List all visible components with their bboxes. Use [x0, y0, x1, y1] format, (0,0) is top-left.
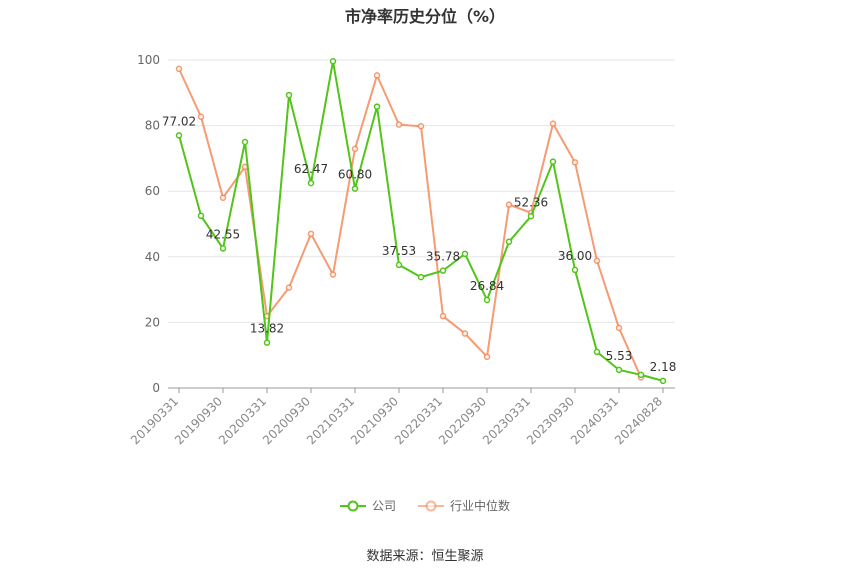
point-industry-median	[285, 284, 293, 291]
data-label: 2.18	[650, 360, 677, 374]
y-tick-label: 60	[145, 184, 160, 198]
point-company	[219, 245, 227, 252]
point-industry-median	[175, 65, 183, 73]
chart-title: 市净率历史分位（%）	[344, 7, 506, 26]
data-label: 42.55	[206, 227, 240, 241]
point-industry-median	[417, 123, 425, 130]
data-label: 13.82	[250, 322, 284, 336]
point-company	[637, 371, 645, 379]
series-layer	[175, 58, 667, 385]
point-industry-median	[593, 257, 601, 264]
data-label: 5.53	[606, 349, 633, 363]
legend-label-company: 公司	[371, 499, 396, 513]
legend-company-marker	[339, 500, 366, 511]
y-tick-label: 100	[137, 53, 160, 67]
point-industry-median	[395, 121, 403, 128]
point-company	[241, 138, 249, 146]
point-company	[329, 58, 337, 65]
data-label: 26.84	[470, 279, 504, 293]
point-company	[549, 158, 557, 165]
point-company	[593, 348, 601, 356]
point-company	[263, 339, 271, 346]
line-chart: 0204060801002019033120190930202003312020…	[128, 53, 677, 447]
point-company	[615, 366, 623, 374]
point-industry-median	[549, 120, 557, 127]
series-line-industry-median	[178, 68, 642, 378]
point-industry-median	[439, 312, 447, 320]
source-note: 数据来源：恒生聚源	[366, 549, 484, 564]
data-label: 52.36	[514, 195, 548, 209]
point-industry-median	[615, 324, 623, 332]
legend-item-company[interactable]: 公司	[339, 497, 396, 514]
grid-layer	[168, 59, 675, 323]
point-industry-median	[461, 330, 469, 337]
point-industry-median	[307, 230, 315, 238]
point-industry-median	[571, 159, 579, 166]
legend-label-industry-median: 行业中位数	[450, 499, 511, 513]
point-industry-median	[197, 113, 205, 120]
data-label: 62.47	[294, 162, 328, 176]
point-company	[659, 377, 667, 385]
point-company	[483, 296, 491, 304]
point-company	[175, 132, 183, 139]
data-label: 36.00	[558, 249, 592, 263]
legend: 公司 行业中位数	[0, 497, 850, 514]
y-tick-label: 20	[145, 315, 160, 329]
data-label-layer: 77.02 42.55 13.82 62.47 60.80 37.53 35.78 26.84…	[162, 114, 677, 373]
legend-item-industry-median[interactable]: 行业中位数	[418, 497, 510, 514]
data-label: 77.02	[162, 114, 196, 128]
point-industry-median	[483, 353, 491, 361]
point-company	[461, 250, 469, 258]
point-company	[351, 185, 359, 192]
data-label: 60.80	[338, 168, 372, 182]
point-company	[571, 266, 579, 274]
point-company	[505, 238, 513, 245]
point-industry-median	[219, 194, 227, 202]
point-company	[527, 213, 535, 220]
y-tick-label: 80	[145, 119, 160, 133]
data-label: 35.78	[426, 250, 460, 264]
y-tick-label: 40	[145, 250, 160, 264]
point-company	[439, 267, 447, 274]
x-tick-label: 20240828	[612, 394, 665, 447]
point-company	[285, 91, 293, 99]
point-company	[417, 273, 425, 281]
point-company	[307, 179, 315, 187]
point-industry-median	[351, 145, 359, 153]
point-company	[395, 261, 403, 269]
point-company	[373, 103, 381, 110]
legend-industry-marker	[418, 500, 444, 511]
point-industry-median	[505, 201, 513, 208]
y-tick-label: 0	[152, 381, 160, 395]
data-label: 37.53	[382, 244, 416, 258]
point-industry-median	[329, 271, 337, 278]
point-company	[197, 212, 205, 220]
point-industry-median	[373, 72, 381, 79]
